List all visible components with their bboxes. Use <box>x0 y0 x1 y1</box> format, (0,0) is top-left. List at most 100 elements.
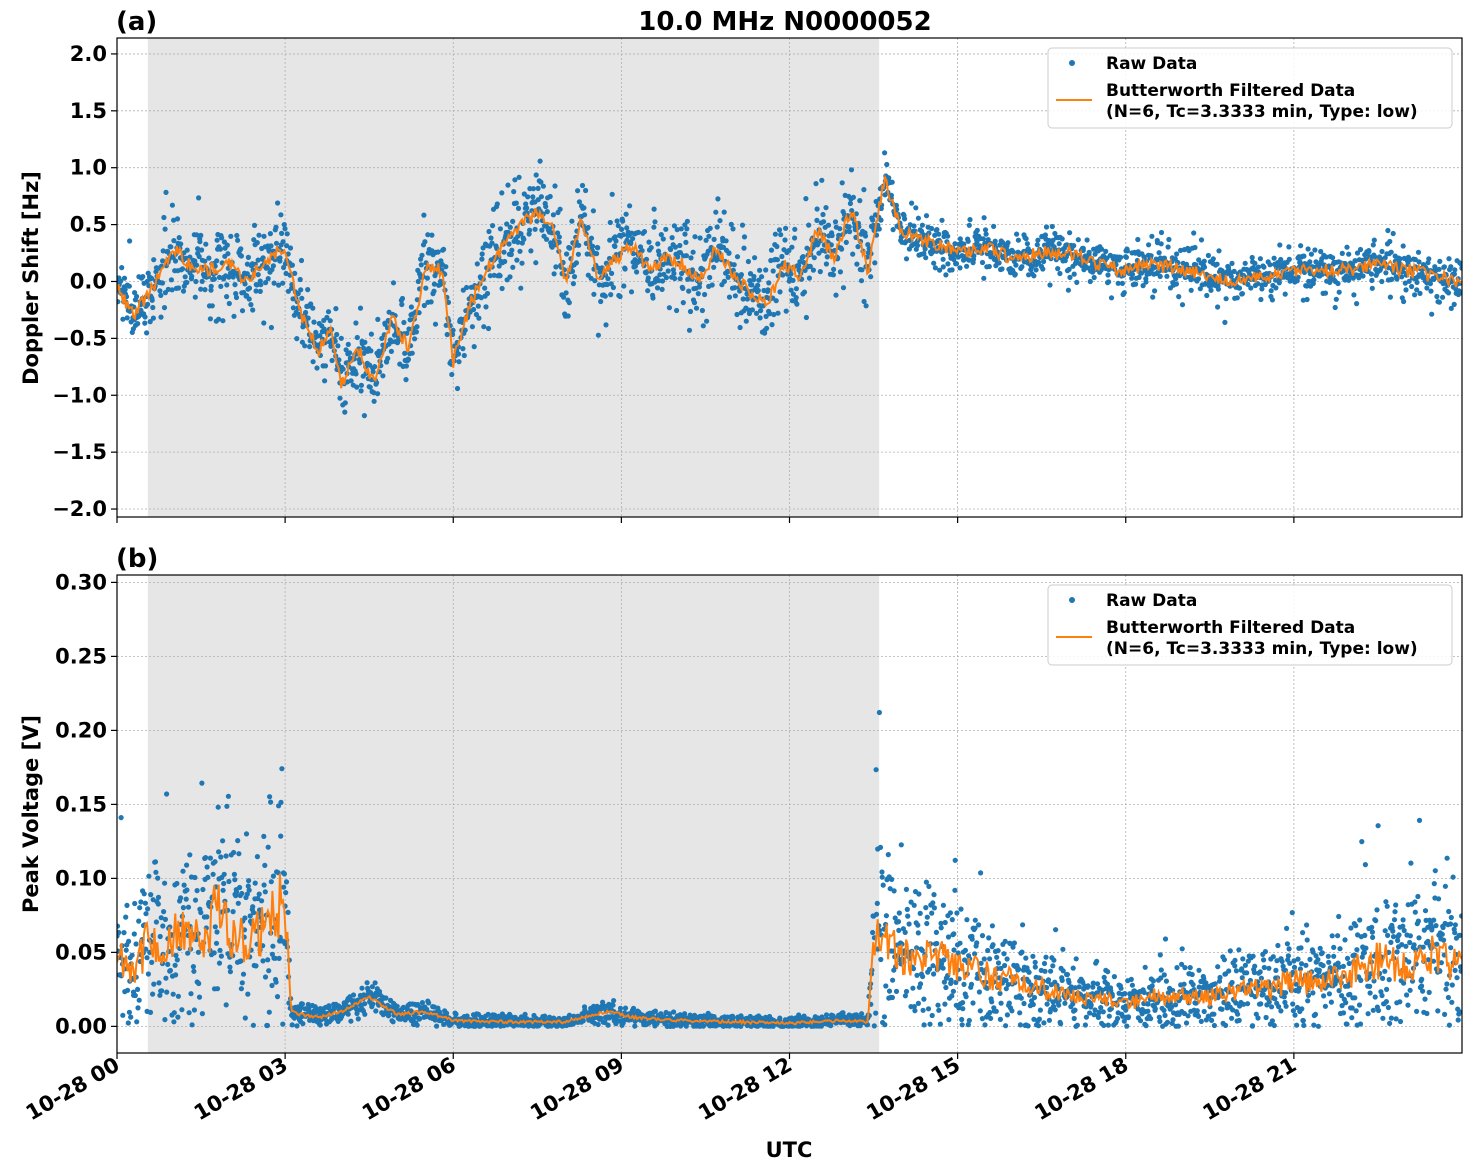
raw-data-point <box>766 280 772 286</box>
raw-data-point <box>280 280 286 286</box>
raw-data-point <box>1248 285 1254 291</box>
raw-data-point <box>655 241 661 247</box>
raw-data-point <box>763 267 769 273</box>
raw-data-point <box>663 275 670 281</box>
raw-data-point <box>874 900 880 907</box>
raw-data-point <box>604 281 610 288</box>
raw-data-point <box>895 919 902 925</box>
raw-data-point <box>1252 963 1258 969</box>
raw-data-point <box>204 914 210 920</box>
raw-data-point <box>232 282 238 288</box>
raw-data-point <box>1121 1018 1127 1024</box>
raw-data-point <box>165 286 171 292</box>
raw-data-point <box>1051 244 1057 250</box>
raw-data-point <box>563 290 569 296</box>
raw-data-point <box>185 904 192 910</box>
raw-data-point <box>602 293 608 299</box>
raw-data-point <box>497 273 503 279</box>
raw-data-point <box>603 322 609 328</box>
raw-data-point <box>730 1015 736 1021</box>
raw-data-point <box>892 915 898 921</box>
raw-data-point <box>1201 1008 1207 1015</box>
raw-data-point <box>1194 1008 1200 1014</box>
raw-data-point <box>697 235 703 241</box>
raw-data-point <box>702 291 708 298</box>
raw-data-point <box>162 1017 168 1023</box>
raw-data-point <box>1201 976 1207 982</box>
raw-data-point <box>235 838 241 844</box>
raw-data-point <box>265 276 271 282</box>
raw-data-point <box>1232 963 1238 969</box>
raw-data-point <box>1140 283 1146 289</box>
raw-data-point <box>354 384 360 390</box>
raw-data-point <box>512 177 518 183</box>
raw-data-point <box>242 281 248 287</box>
raw-data-point <box>1192 244 1198 251</box>
raw-data-point <box>771 311 777 318</box>
raw-data-point <box>250 1022 256 1028</box>
raw-data-point <box>227 969 233 975</box>
raw-data-point <box>214 237 220 243</box>
raw-data-point <box>1295 956 1301 962</box>
raw-data-point <box>1145 1008 1151 1014</box>
raw-data-point <box>868 274 874 280</box>
raw-data-point <box>732 285 738 291</box>
raw-data-point <box>250 904 256 910</box>
raw-data-point <box>1036 259 1042 265</box>
raw-data-point <box>170 991 176 997</box>
raw-data-point <box>1066 266 1072 272</box>
raw-data-point <box>400 1004 407 1010</box>
raw-data-point <box>566 300 572 306</box>
raw-data-point <box>252 880 258 886</box>
raw-data-point <box>317 1022 323 1028</box>
raw-data-point <box>364 980 370 986</box>
raw-data-point <box>270 873 276 879</box>
raw-data-point <box>977 1008 983 1014</box>
raw-data-point <box>1059 977 1065 984</box>
raw-data-point <box>359 985 365 991</box>
raw-data-point <box>987 1009 993 1016</box>
raw-data-point <box>238 253 244 259</box>
raw-data-point <box>794 301 800 307</box>
raw-data-point <box>1229 260 1235 266</box>
raw-data-point <box>372 980 378 986</box>
raw-data-point <box>244 261 250 267</box>
raw-data-point <box>270 263 276 269</box>
raw-data-point <box>168 277 174 283</box>
raw-data-point <box>999 266 1005 272</box>
raw-data-point <box>1012 271 1018 277</box>
raw-data-point <box>1209 1017 1215 1024</box>
raw-data-point <box>171 1019 177 1025</box>
raw-data-point <box>707 225 713 231</box>
raw-data-point <box>278 833 284 839</box>
raw-data-point <box>510 218 516 224</box>
raw-data-point <box>1122 991 1128 997</box>
raw-data-point <box>439 267 445 273</box>
raw-data-point <box>1387 294 1393 300</box>
raw-data-point <box>127 308 133 314</box>
raw-data-point <box>660 236 666 242</box>
raw-data-point <box>155 894 162 900</box>
raw-data-point <box>471 306 477 313</box>
raw-data-point <box>1087 278 1093 285</box>
raw-data-point <box>314 365 320 371</box>
raw-data-point <box>1369 277 1375 283</box>
raw-data-point <box>224 242 230 248</box>
raw-data-point <box>937 1021 944 1027</box>
raw-data-point <box>615 223 621 229</box>
raw-data-point <box>1090 980 1096 986</box>
raw-data-point <box>847 200 854 207</box>
raw-data-point <box>979 933 986 939</box>
raw-data-point <box>879 869 885 875</box>
raw-data-point <box>553 264 559 270</box>
raw-data-point <box>1074 279 1080 285</box>
raw-data-point <box>1226 968 1232 974</box>
raw-data-point <box>424 275 430 281</box>
raw-data-point <box>305 1001 311 1008</box>
raw-data-point <box>1279 958 1285 965</box>
figure-title: 10.0 MHz N0000052 <box>638 7 931 37</box>
raw-data-point <box>231 871 237 878</box>
raw-data-point <box>1286 256 1292 262</box>
raw-data-point <box>164 989 170 995</box>
